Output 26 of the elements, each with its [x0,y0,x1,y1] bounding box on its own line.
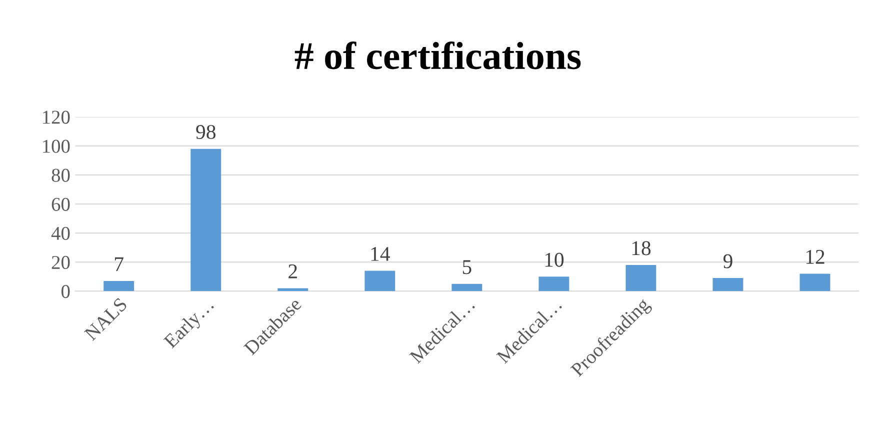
y-tick-label: 100 [43,140,70,153]
y-tick-label: 80 [52,168,70,182]
bar [800,274,830,292]
data-label: 12 [806,250,824,264]
data-label: 2 [288,264,297,278]
y-tick-label: 20 [52,256,70,270]
data-label: 18 [632,241,651,256]
y-tick-label: 0 [61,284,70,298]
bar [452,284,482,292]
bar [538,276,570,292]
data-label: 7 [115,257,124,271]
data-label: 5 [462,260,472,274]
bar [190,148,222,292]
bar [104,280,134,292]
bar [364,270,396,292]
bar [712,278,744,292]
y-tick-label: 60 [52,198,70,211]
chart-title: # of certifications [294,41,581,70]
data-label: 14 [371,247,390,261]
bar [626,264,656,292]
y-tick-label: 40 [51,226,70,240]
data-label: 10 [545,252,564,267]
y-tick-label: 120 [43,110,70,124]
bar [278,288,308,292]
data-label: 98 [196,124,216,140]
data-label: 9 [723,254,732,268]
